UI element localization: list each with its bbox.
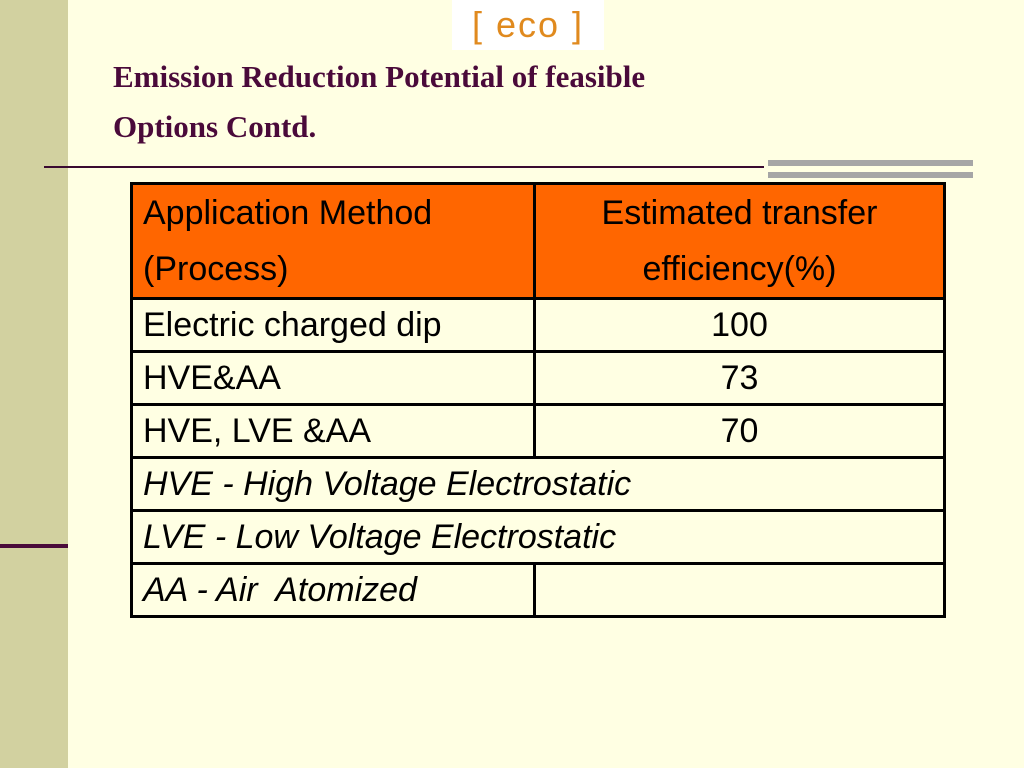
title-line: Emission Reduction Potential of feasible [113,59,646,94]
header-row: Application Method (Process) Estimated t… [130,182,946,300]
title-line: Options Contd. [113,109,317,144]
decor-bar [768,160,973,166]
header-cell: Application Method (Process) [130,182,536,300]
empty-cell [533,562,946,618]
title-rule [44,166,764,168]
note-row: HVE - High Voltage Electrostatic [130,456,946,512]
efficiency-cell: 100 [533,297,946,353]
side-mark [0,544,68,548]
note-row: AA - Air Atomized [130,562,946,618]
data-row: HVE&AA 73 [130,350,946,406]
efficiency-cell: 73 [533,350,946,406]
data-row: HVE, LVE &AA 70 [130,403,946,459]
efficiency-cell: 70 [533,403,946,459]
note-cell: AA - Air Atomized [130,562,536,618]
header-cell: Estimated transfer efficiency(%) [533,182,946,300]
title: Emission Reduction Potential of feasible… [113,52,645,152]
side-band [0,0,68,768]
note-row: LVE - Low Voltage Electrostatic [130,509,946,565]
data-row: Electric charged dip 100 [130,297,946,353]
method-cell: HVE, LVE &AA [130,403,536,459]
logo: [ eco ] [452,0,604,50]
table: Application Method (Process) Estimated t… [130,182,946,618]
method-cell: Electric charged dip [130,297,536,353]
decor-bar [768,172,973,178]
note-cell: HVE - High Voltage Electrostatic [130,456,946,512]
method-cell: HVE&AA [130,350,536,406]
table-body: Application Method (Process) Estimated t… [130,182,946,618]
note-cell: LVE - Low Voltage Electrostatic [130,509,946,565]
